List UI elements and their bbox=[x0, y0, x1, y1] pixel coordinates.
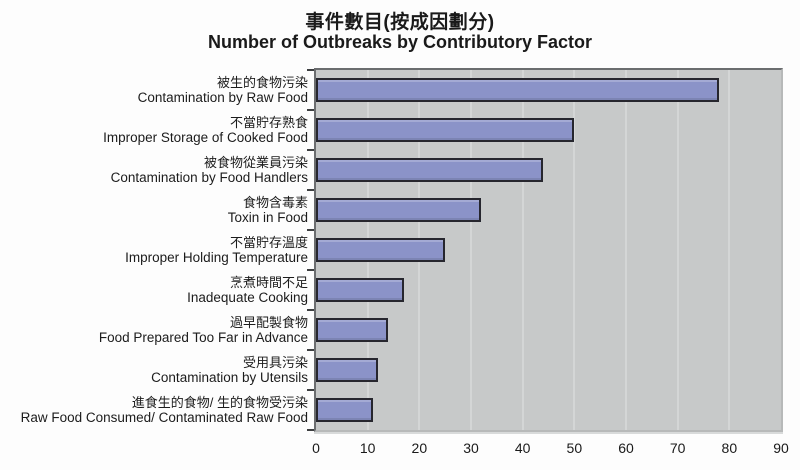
bar-7 bbox=[316, 318, 389, 342]
category-label-chinese: 受用具污染 bbox=[242, 355, 308, 370]
chart-title-english: Number of Outbreaks by Contributory Fact… bbox=[207, 32, 593, 52]
category-label-english: Raw Food Consumed/ Contaminated Raw Food bbox=[20, 410, 308, 425]
gridline-60 bbox=[625, 70, 627, 430]
category-label-english: Contamination by Utensils bbox=[151, 370, 308, 385]
category-tick bbox=[307, 229, 314, 231]
category-label-row-1: 被生的食物污染 Contamination by Raw Food bbox=[0, 70, 308, 110]
gridline-80 bbox=[728, 70, 731, 430]
category-label-chinese: 過早配製食物 bbox=[229, 315, 308, 330]
category-label-chinese: 進食生的食物/ 生的食物受污染 bbox=[131, 395, 308, 410]
bar-6 bbox=[316, 278, 404, 302]
bar-9 bbox=[316, 398, 373, 422]
bar-1 bbox=[316, 78, 719, 102]
x-tick-label-80: 80 bbox=[721, 440, 738, 456]
category-tick bbox=[307, 149, 314, 151]
plot-area bbox=[307, 68, 783, 432]
category-label-row-4: 食物含毒素 Toxin in Food bbox=[0, 190, 308, 230]
category-label-chinese: 被食物從業員污染 bbox=[203, 155, 308, 170]
x-tick-label-30: 30 bbox=[463, 440, 479, 456]
category-label-row-3: 被食物從業員污染 Contamination by Food Handlers bbox=[0, 150, 308, 190]
category-tick bbox=[307, 69, 314, 71]
category-label-chinese: 不當貯存溫度 bbox=[229, 235, 308, 250]
category-label-row-2: 不當貯存熟食 Improper Storage of Cooked Food bbox=[0, 110, 308, 150]
x-tick-label-0: 0 bbox=[312, 440, 320, 456]
x-tick-label-60: 60 bbox=[618, 440, 634, 456]
category-tick bbox=[307, 269, 314, 271]
gridline-70 bbox=[676, 70, 679, 430]
category-label-english: Improper Holding Temperature bbox=[125, 250, 308, 265]
category-tick bbox=[307, 189, 314, 191]
category-label-english: Contamination by Raw Food bbox=[137, 90, 308, 105]
category-label-english: Contamination by Food Handlers bbox=[110, 170, 308, 185]
bar-4 bbox=[316, 198, 482, 222]
chart-title-chinese: 事件數目(按成因劃分) bbox=[305, 12, 495, 33]
gridline-40 bbox=[521, 70, 524, 430]
gridline-50 bbox=[573, 70, 576, 430]
category-label-english: Inadequate Cooking bbox=[187, 290, 308, 305]
category-label-row-7: 過早配製食物 Food Prepared Too Far in Advance bbox=[0, 310, 308, 350]
category-label-row-5: 不當貯存溫度 Improper Holding Temperature bbox=[0, 230, 308, 270]
category-label-row-9: 進食生的食物/ 生的食物受污染 Raw Food Consumed/ Contam… bbox=[0, 390, 308, 430]
category-label-chinese: 被生的食物污染 bbox=[216, 75, 308, 90]
x-tick-label-40: 40 bbox=[514, 440, 531, 456]
category-label-row-8: 受用具污染 Contamination by Utensils bbox=[0, 350, 308, 390]
category-tick bbox=[307, 389, 314, 391]
bar-5 bbox=[316, 238, 446, 262]
category-label-english: Improper Storage of Cooked Food bbox=[103, 130, 308, 145]
category-label-row-6: 烹煮時間不足 Inadequate Cooking bbox=[0, 270, 308, 310]
x-tick-label-90: 90 bbox=[773, 440, 789, 456]
bar-2 bbox=[316, 118, 575, 142]
category-label-chinese: 食物含毒素 bbox=[242, 195, 308, 210]
gridline-30 bbox=[470, 70, 472, 430]
x-tick-label-20: 20 bbox=[411, 440, 428, 456]
category-tick bbox=[307, 429, 314, 431]
category-label-english: Toxin in Food bbox=[227, 210, 308, 225]
x-tick-label-50: 50 bbox=[566, 440, 583, 456]
category-label-chinese: 烹煮時間不足 bbox=[229, 275, 308, 290]
category-tick bbox=[307, 349, 314, 351]
bar-3 bbox=[316, 158, 544, 182]
x-tick-label-70: 70 bbox=[669, 440, 686, 456]
category-label-english: Food Prepared Too Far in Advance bbox=[98, 330, 308, 345]
x-tick-label-10: 10 bbox=[359, 440, 376, 456]
bar-8 bbox=[316, 358, 378, 382]
category-label-chinese: 不當貯存熟食 bbox=[229, 115, 308, 130]
category-tick bbox=[307, 309, 314, 311]
category-tick bbox=[307, 109, 314, 111]
